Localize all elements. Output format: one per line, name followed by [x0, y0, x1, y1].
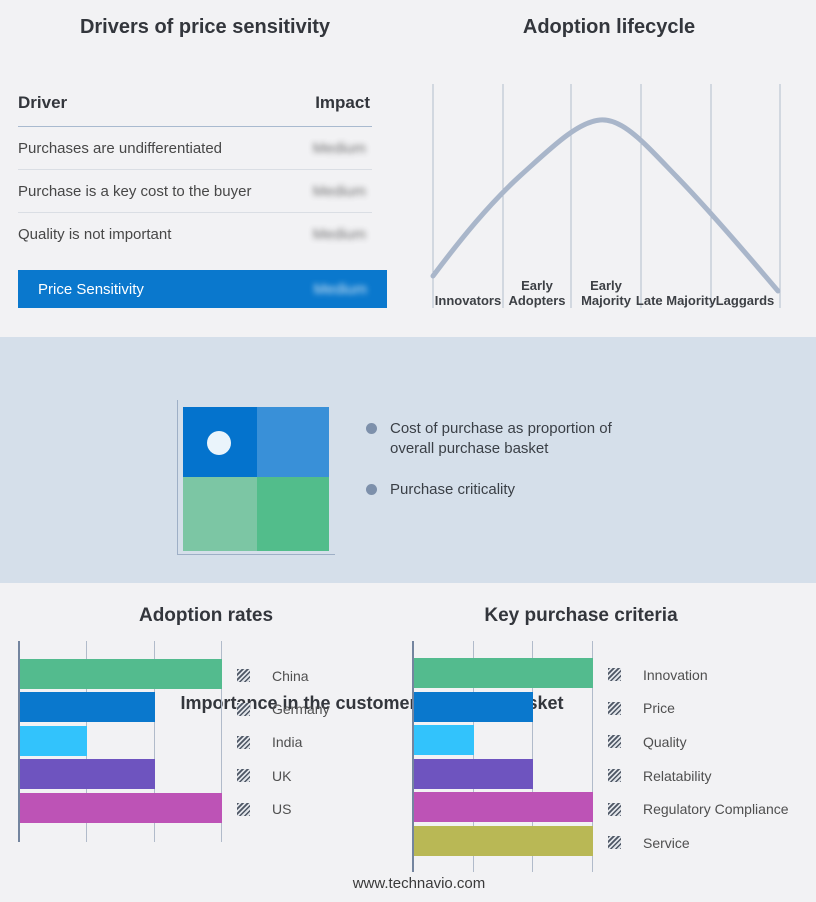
price-sensitivity-impact-value: Medium: [313, 280, 367, 298]
drivers-table: Driver Impact Purchases are undifferenti…: [18, 93, 387, 308]
legend-label: China: [272, 667, 309, 684]
plot-gridline: [153, 641, 155, 842]
adoption-lifecycle-chart: Innovators Early Adopters Early Majority La…: [425, 80, 788, 310]
hatched-swatch-icon: [237, 802, 250, 816]
legend-label: India: [272, 734, 303, 751]
drivers-table-rows: Purchases are undifferentiated Medium Purc…: [18, 127, 387, 256]
stage-label: Laggards: [715, 292, 775, 308]
impact-value: Medium: [312, 139, 366, 157]
legend-item: UK: [237, 759, 330, 792]
bar-regulatory-compliance: [414, 792, 593, 823]
driver-row: Purchases are undifferentiated Medium: [18, 127, 372, 170]
legend-item: US: [237, 793, 330, 826]
lifecycle-curve-svg: [430, 84, 781, 308]
legend-item: India: [237, 726, 330, 759]
driver-column-header: Driver: [18, 93, 68, 112]
hatched-swatch-icon: [237, 769, 250, 783]
bar-service: [414, 826, 593, 856]
lifecycle-gridlines: [432, 84, 781, 308]
legend-item: Service: [608, 826, 789, 860]
drivers-panel-title: Drivers of price sensitivity: [79, 16, 331, 38]
legend-label: Price: [643, 700, 675, 717]
legend-item: Regulatory Compliance: [608, 792, 789, 826]
legend-item: Quality: [608, 725, 789, 759]
hatched-swatch-icon: [608, 802, 621, 816]
stage-label: Innovators: [434, 292, 502, 308]
basket-bullet: Cost of purchase as proportion of overal…: [366, 419, 630, 459]
adoption-rates-legend: China Germany India UK US: [237, 659, 330, 826]
price-sensitivity-label: Price Sensitivity: [38, 280, 144, 298]
driver-text: Quality is not important: [18, 226, 172, 243]
price-sensitivity-summary-row: Price Sensitivity Medium: [18, 270, 387, 308]
key-purchase-criteria-title: Key purchase criteria: [484, 605, 678, 626]
legend-label: Service: [643, 834, 690, 851]
hatched-swatch-icon: [608, 735, 621, 749]
lifecycle-panel-title: Adoption lifecycle: [522, 16, 696, 38]
hatched-swatch-icon: [608, 769, 621, 783]
legend-label: Innovation: [643, 666, 708, 683]
impact-value: Medium: [312, 226, 366, 243]
hatched-swatch-icon: [608, 701, 621, 715]
legend-item: China: [237, 659, 330, 692]
quadrant-cell-bottom-right: [257, 477, 329, 551]
bar-innovation: [414, 658, 593, 688]
impact-value: Medium: [312, 182, 366, 200]
bar-india: [20, 725, 88, 756]
purchase-basket-band: Importance in the customer purchase bask…: [0, 337, 816, 713]
bar-china: [20, 659, 222, 689]
legend-label: Quality: [643, 733, 687, 750]
driver-text: Purchases are undifferentiated: [18, 139, 223, 157]
plot-gridline: [221, 641, 222, 842]
bell-curve-line: [430, 117, 781, 294]
plot-gridline: [592, 641, 593, 872]
purchase-basket-quadrant: [183, 407, 329, 551]
stage-label: Late Majority: [635, 292, 717, 308]
hatched-swatch-icon: [237, 702, 250, 716]
legend-label: US: [272, 801, 292, 818]
quadrant-axis-lines: [177, 400, 335, 555]
driver-row: Purchase is a key cost to the buyer Mediu…: [18, 170, 372, 213]
bar-relatability: [414, 758, 534, 789]
impact-column-header: Impact: [315, 93, 370, 112]
bar-price: [414, 691, 534, 722]
hatched-swatch-icon: [608, 668, 621, 682]
quadrant-cell-top-right: [257, 407, 329, 477]
adoption-rates-plot: [18, 641, 222, 842]
hatched-swatch-icon: [608, 836, 621, 850]
bar-quality: [414, 725, 474, 756]
website-url: www.technavio.com: [352, 875, 486, 892]
drivers-table-header: Driver Impact: [18, 93, 372, 127]
legend-label: Germany: [272, 701, 330, 718]
quadrant-cell-bottom-left: [183, 477, 257, 551]
plot-gridline: [472, 641, 474, 872]
hatched-swatch-icon: [237, 735, 250, 749]
bar-uk: [20, 759, 155, 790]
adoption-rates-title: Adoption rates: [138, 605, 274, 626]
key-purchase-criteria-plot: [412, 641, 593, 872]
basket-bullet: Purchase criticality: [366, 480, 630, 500]
hatched-swatch-icon: [237, 669, 250, 683]
bar-germany: [20, 692, 155, 723]
key-purchase-criteria-legend: Innovation Price Quality Relatability Regula…: [608, 658, 789, 860]
bar-us: [20, 792, 222, 823]
legend-label: UK: [272, 767, 292, 784]
legend-label: Regulatory Compliance: [643, 801, 789, 818]
driver-row: Quality is not important Medium: [18, 213, 372, 256]
legend-item: Relatability: [608, 759, 789, 793]
legend-item: Price: [608, 692, 789, 726]
driver-text: Purchase is a key cost to the buyer: [18, 182, 252, 200]
stage-label: Early Adopters: [508, 278, 566, 308]
quadrant-marker-dot: [207, 431, 231, 455]
legend-label: Relatability: [643, 767, 712, 784]
basket-bullet-list: Cost of purchase as proportion of overal…: [366, 419, 630, 521]
plot-gridline: [532, 641, 534, 872]
legend-item: Innovation: [608, 658, 789, 692]
stage-label: Early Majority: [581, 278, 631, 308]
legend-item: Germany: [237, 692, 330, 725]
